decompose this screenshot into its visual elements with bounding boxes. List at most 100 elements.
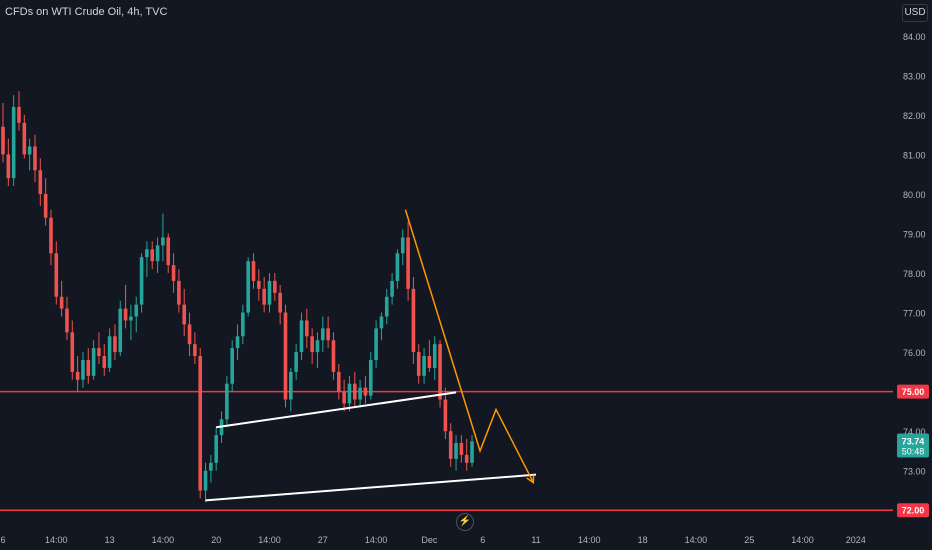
candle-body [305,320,309,337]
candle [107,328,112,372]
time-tick-label: 14:00 [791,535,814,545]
candle-body [379,316,384,329]
candle-body [411,288,416,353]
time-tick-label: 14:00 [45,535,68,545]
candle [395,249,400,289]
candle [33,134,37,183]
time-axis[interactable]: 6 14:00 13 14:00 20 14:00 27 14:00 Dec 6 11 14:00 18… [0,535,865,545]
currency-button[interactable]: USD [902,4,928,22]
candle-body [81,360,85,380]
candle [225,375,229,428]
projection-arrowhead [526,474,535,484]
time-tick-label: 14:00 [685,535,708,545]
price-tick-label: 83.00 [903,71,926,81]
last-price-badge-bg [897,433,929,458]
time-tick-label: 14:00 [258,535,281,545]
price-tick-label: 81.00 [903,150,926,160]
candle [448,423,453,467]
candle [118,300,123,357]
candle [368,352,373,400]
time-tick-label: 20 [211,535,221,545]
candle-body [427,356,432,368]
candle [6,138,11,187]
candle [454,435,458,471]
lightning-icon[interactable]: ⚡ [456,513,474,531]
horizontal-levels-layer [0,390,893,511]
candle [75,356,80,392]
candle [70,320,75,380]
candle [336,363,341,400]
candle [459,435,464,463]
candle-body [262,288,266,305]
candle [273,273,277,301]
candle-body [75,371,80,380]
level-badge-label: 75.00 [902,387,925,397]
candle [305,308,309,349]
candle-body [336,371,341,392]
candle [390,273,394,305]
candle-body [368,360,373,396]
candle [235,324,240,360]
candle [315,332,320,368]
trend-line [216,391,457,429]
candle-body [70,332,75,372]
candle [150,241,155,270]
candle-body [166,237,171,266]
candle-body [17,106,21,123]
candle-body [49,217,53,254]
trend-line [205,473,537,502]
candle-body [1,126,5,155]
candle-body [107,336,112,368]
candle-body [139,257,144,305]
candle [86,348,91,384]
candle-body [230,348,234,384]
candle-body [235,336,240,349]
candle [257,269,261,301]
candle-body [283,312,288,400]
candle [198,348,203,499]
candle [230,340,234,392]
candle [358,379,362,408]
candle [352,371,357,408]
candle [17,91,21,131]
candle [11,95,16,187]
candle-body [395,253,400,281]
candle [65,296,69,341]
candle-body [374,328,378,360]
candle [347,375,352,412]
candle-body [251,261,256,281]
price-tick-label: 80.00 [903,190,926,200]
candle [326,316,330,349]
level-price-badge: 75.00 [897,384,929,399]
candle-body [113,336,117,353]
candle-body [59,296,64,309]
candle [342,379,346,412]
time-tick-label: 18 [638,535,648,545]
candle [166,233,171,274]
candle [406,221,410,301]
level-badge-label: 72.00 [902,506,925,516]
candle-body [155,245,160,262]
price-tick-label: 77.00 [903,309,926,319]
candle-body [390,280,394,297]
candle-body [267,280,272,305]
time-tick-label: 11 [531,535,540,545]
candle [443,387,448,440]
candle-body [358,387,362,400]
candle [241,304,245,345]
candle [278,284,282,325]
candle-body [97,348,101,357]
candle [27,138,32,171]
candle-body [86,360,91,376]
candle [1,103,5,163]
candle-body [315,340,320,353]
candle [203,462,208,503]
candle [331,332,336,380]
candle-body [331,340,336,372]
level-price-badge: 72.00 [897,503,929,518]
last-price-value: 73.74 [902,436,925,446]
time-tick-label: 13 [105,535,115,545]
candle-body [33,146,37,171]
time-tick-label: 27 [318,535,328,545]
